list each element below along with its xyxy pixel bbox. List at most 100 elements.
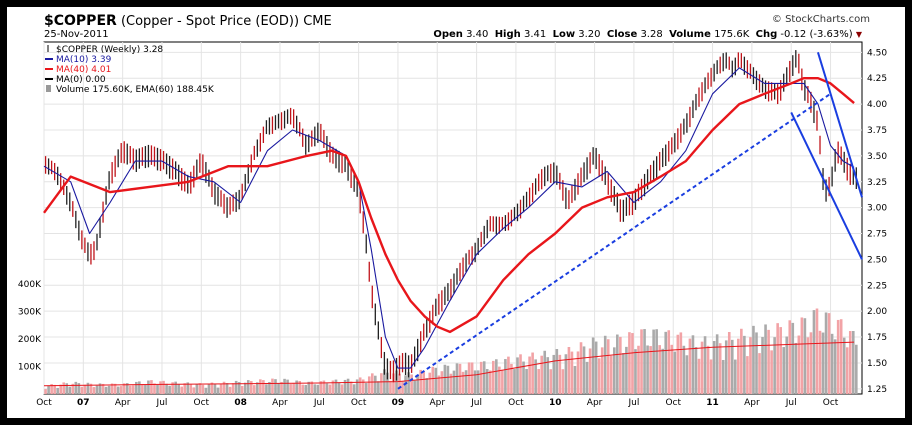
volume-bar [107, 385, 111, 394]
volume-bar [676, 334, 680, 394]
volume-bar [86, 382, 90, 394]
volume-bar [513, 369, 516, 394]
x-tick-label: Oct [36, 398, 52, 408]
volume-bar [301, 384, 305, 394]
volume-bar [213, 383, 217, 394]
symbol: $COPPER [44, 13, 117, 29]
volume-bar [292, 383, 295, 394]
volume-bar [797, 335, 801, 394]
volume-bar [588, 348, 592, 394]
volume-bar [622, 353, 625, 394]
volume-bar [855, 344, 858, 394]
legend-entry: Volume 175.60K, EMA(60) 188.45K [56, 85, 215, 95]
volume-bar [613, 347, 616, 394]
high-value: 3.41 [523, 29, 547, 40]
volume-bar [316, 384, 320, 394]
volume-bar [80, 386, 84, 394]
volume-bar [670, 344, 674, 394]
volume-bar [186, 382, 190, 394]
volume-bar [543, 350, 547, 394]
volume-bar [132, 385, 135, 394]
volume-bar [298, 381, 301, 394]
x-tick-label: Jul [627, 398, 639, 408]
volume-bar [464, 370, 468, 394]
y-tick-label: 1.50 [867, 359, 887, 369]
volume-bar [519, 354, 522, 394]
volume-bar [794, 342, 798, 394]
volume-bar [488, 370, 492, 394]
volume-bar [104, 386, 108, 394]
volume-bar [156, 384, 159, 394]
y-tick-label: 3.00 [867, 204, 887, 214]
volume-tick-label: 100K [18, 362, 42, 372]
volume-bar [138, 381, 141, 394]
volume-bar [334, 379, 338, 394]
credit[interactable]: © StockCharts.com [771, 14, 870, 25]
volume-bar [848, 331, 852, 394]
volume-bar [452, 370, 456, 394]
volume-bar [800, 317, 804, 394]
volume-bar [380, 373, 383, 394]
x-tick-label: Apr [587, 398, 603, 408]
volume-bar [779, 327, 782, 394]
trendline [816, 52, 863, 198]
volume-bar [361, 379, 365, 394]
volume-bar [240, 386, 244, 394]
x-tick-label: Oct [508, 398, 524, 408]
volume-bar [594, 341, 598, 394]
volume-bar [207, 384, 211, 394]
volume-bar [625, 346, 628, 394]
volume-bar [646, 345, 649, 394]
volume-bar [147, 380, 150, 394]
volume-bar [195, 384, 199, 394]
volume-bar [552, 354, 556, 394]
volume-bar [234, 380, 238, 394]
x-tick-label: Apr [115, 398, 131, 408]
x-tick-label: Apr [744, 398, 760, 408]
volume-bar [836, 319, 840, 394]
volume-bar [525, 368, 528, 394]
volume-bar [56, 387, 59, 394]
volume-bar [159, 381, 162, 394]
volume-bar [567, 347, 571, 394]
volume-bar [222, 381, 226, 394]
volume-bar [50, 384, 53, 394]
volume-bar [485, 369, 489, 394]
volume-bar [419, 369, 422, 394]
x-tick-label: Oct [665, 398, 681, 408]
volume-bar [180, 386, 184, 394]
volume-bar [631, 333, 634, 394]
volume-bar [573, 366, 577, 394]
volume-bar [634, 349, 637, 394]
volume-tick-label: 300K [18, 307, 42, 317]
volume-bar [313, 384, 317, 394]
trendline [790, 111, 863, 260]
y-tick-label: 1.25 [867, 385, 887, 395]
y-tick-label: 4.25 [867, 74, 887, 84]
volume-bar [307, 381, 311, 394]
y-tick-label: 3.50 [867, 152, 887, 162]
volume-bar [491, 360, 495, 394]
volume-bar [673, 351, 677, 394]
volume-bar [570, 351, 574, 394]
volume-bar [340, 384, 344, 394]
volume-bar [773, 337, 776, 394]
volume-bar [274, 379, 277, 394]
volume-bar [628, 332, 631, 394]
volume-bar [416, 374, 419, 394]
volume-bar [830, 333, 834, 394]
chart-title: $COPPER (Copper - Spot Price (EOD)) CME [44, 13, 332, 29]
volume-bar [237, 382, 241, 394]
volume-bar [44, 389, 47, 394]
volume-bar [119, 386, 123, 394]
y-tick-label: 4.00 [867, 100, 887, 110]
volume-bar [767, 329, 770, 394]
volume-bar [374, 375, 377, 394]
volume-bar [192, 387, 196, 394]
volume-bar [655, 329, 658, 394]
volume-bar [770, 350, 773, 394]
volume-bar [434, 367, 438, 394]
volume-bar [534, 359, 537, 394]
volume-bar [809, 332, 813, 394]
